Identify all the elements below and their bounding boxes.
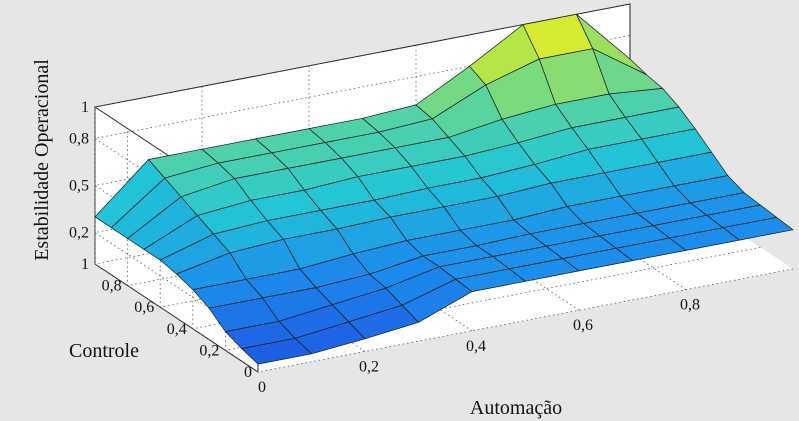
z-tick-label: 1	[81, 99, 89, 116]
surface-patch	[722, 217, 794, 241]
y-tick-label: 0,2	[199, 342, 219, 359]
grid-line-z	[93, 35, 631, 247]
y-tick-label: 0,6	[134, 299, 154, 316]
surface-mesh	[94, 13, 794, 365]
y-axis-label: Controle	[69, 340, 139, 362]
x-tick-label: 0,2	[359, 358, 379, 375]
z-tick-label: 0,8	[69, 130, 89, 147]
grid-line-y	[94, 107, 631, 265]
x-tick-label: 0,8	[680, 297, 700, 314]
z-axis-label: Estabilidade Operacional	[31, 59, 53, 261]
grid-line-y	[127, 128, 663, 287]
grid-line-z	[93, 3, 631, 216]
z-tick-label: 0,2	[69, 225, 89, 242]
y-tick-label: 1	[81, 256, 89, 273]
x-tick-label: 0	[258, 379, 266, 396]
x-tick-label: 0,4	[466, 338, 486, 355]
y-tick-label: 0,4	[167, 321, 187, 338]
z-tick-label: 0,5	[69, 178, 89, 195]
x-axis-label: Automação	[470, 397, 562, 419]
x-tick-label: 0,6	[573, 317, 593, 334]
tick-labels: 0 0,2 0,4 0,6 0,8 0 0,2 0,4 0,6 0,8 1 0,2 0,5 0,8 1	[69, 99, 700, 396]
y-tick-label: 0	[244, 364, 252, 381]
y-tick-label: 0,8	[102, 278, 122, 295]
